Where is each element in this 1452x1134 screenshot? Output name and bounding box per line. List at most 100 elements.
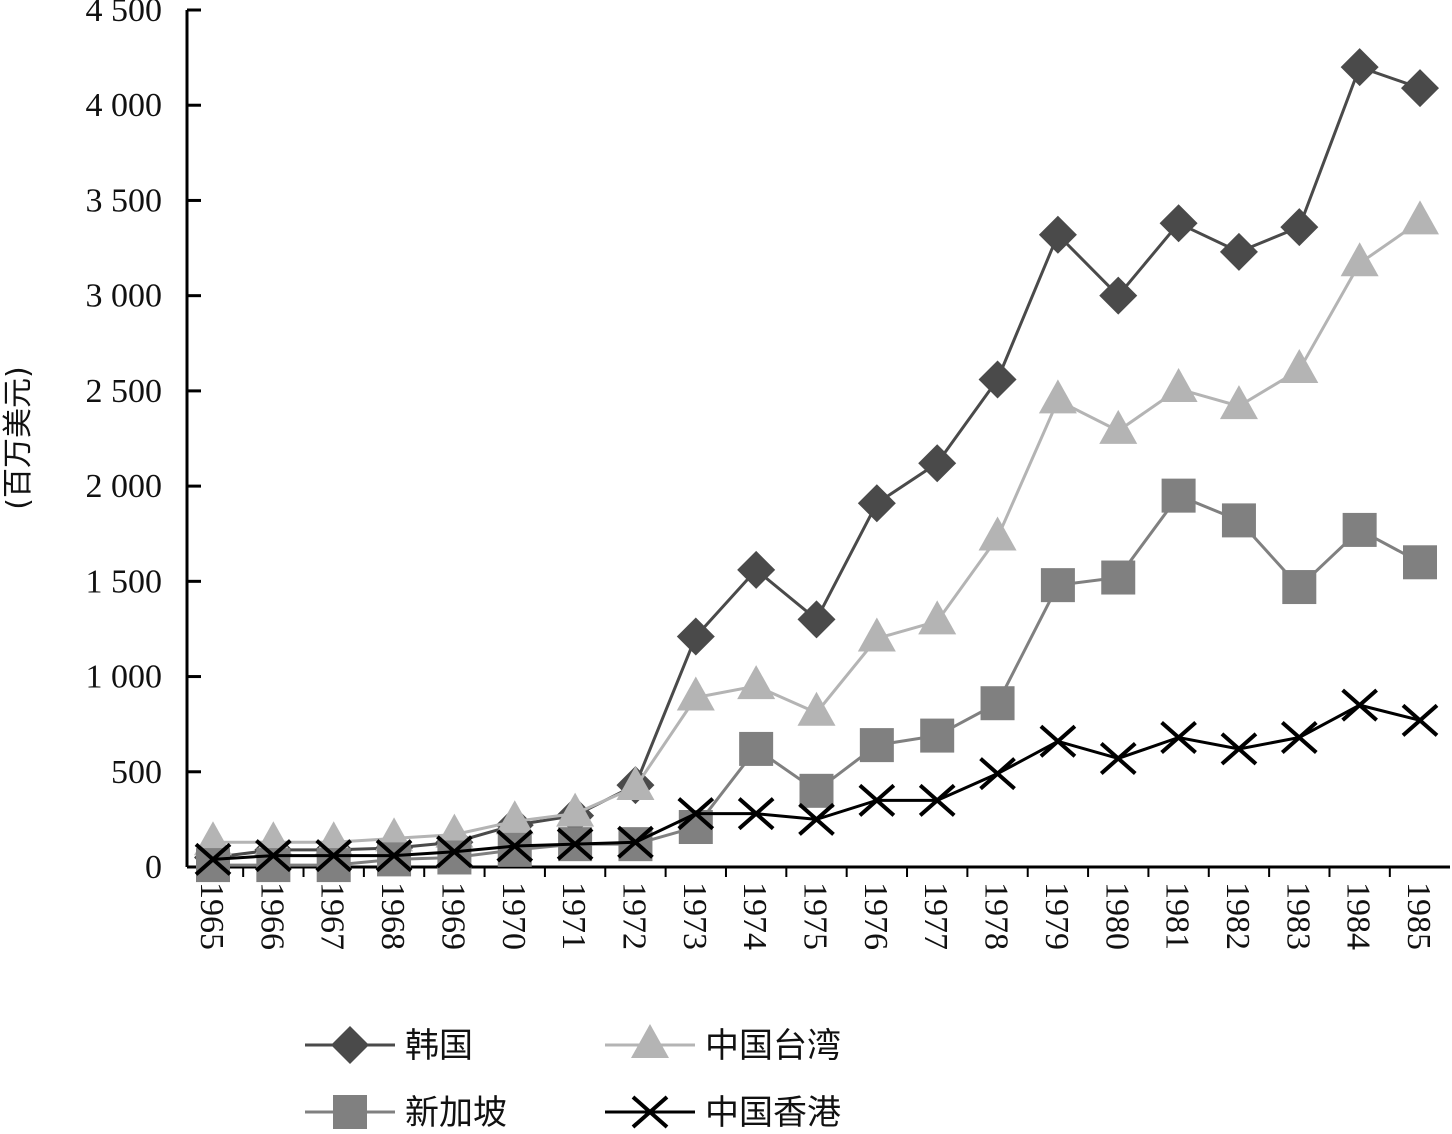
x-marker-stroke bbox=[631, 1095, 669, 1129]
x-tick-label: 1985 bbox=[1400, 882, 1437, 950]
data-point-triangle bbox=[1340, 242, 1379, 277]
data-point-triangle bbox=[797, 691, 836, 726]
data-point-x bbox=[858, 783, 896, 817]
x-tick-label: 1979 bbox=[1038, 882, 1075, 950]
data-point-triangle bbox=[495, 800, 534, 835]
data-point-x bbox=[677, 797, 715, 831]
data-point-square bbox=[859, 728, 894, 763]
y-tick-label: 3 500 bbox=[86, 182, 163, 219]
data-point-diamond bbox=[1159, 204, 1198, 243]
x-marker-stroke bbox=[677, 797, 715, 831]
x-tick-label: 1982 bbox=[1219, 882, 1256, 950]
data-point-triangle bbox=[435, 813, 474, 848]
legend-label: 韩国 bbox=[405, 1026, 473, 1066]
data-point-diamond bbox=[331, 1026, 369, 1064]
x-marker-stroke bbox=[436, 835, 473, 869]
data-point-x bbox=[918, 783, 956, 817]
x-tick-label: 1974 bbox=[736, 882, 773, 950]
series-2 bbox=[194, 200, 1439, 856]
y-axis-label: (百万美元) bbox=[1, 366, 36, 509]
data-point-x bbox=[1160, 720, 1197, 754]
data-point-square bbox=[437, 840, 472, 875]
y-tick-label: 2 500 bbox=[86, 373, 163, 410]
data-point-square bbox=[333, 1095, 367, 1129]
data-point-triangle bbox=[1038, 379, 1077, 414]
data-point-x bbox=[375, 839, 413, 873]
x-marker-stroke bbox=[556, 827, 594, 861]
data-point-diamond bbox=[737, 550, 776, 589]
data-point-diamond bbox=[1401, 69, 1439, 108]
data-point-x bbox=[315, 839, 353, 873]
data-point-triangle bbox=[1099, 409, 1138, 444]
x-tick-label: 1968 bbox=[374, 882, 411, 950]
data-point-x bbox=[1220, 732, 1258, 766]
x-tick-label: 1972 bbox=[615, 882, 652, 950]
x-tick-label: 1966 bbox=[253, 882, 290, 950]
x-tick-label: 1980 bbox=[1098, 882, 1135, 950]
data-point-x bbox=[617, 825, 654, 859]
x-marker-stroke bbox=[858, 783, 896, 817]
x-tick-label: 1973 bbox=[676, 882, 713, 950]
series-4 bbox=[194, 688, 1439, 876]
data-point-x bbox=[556, 827, 594, 861]
x-tick-label: 1984 bbox=[1340, 882, 1377, 950]
data-point-square bbox=[1282, 570, 1317, 605]
data-point-x bbox=[1099, 741, 1137, 775]
y-tick-label: 500 bbox=[111, 754, 162, 791]
data-point-triangle bbox=[631, 1024, 669, 1058]
data-point-square bbox=[799, 773, 834, 808]
data-point-triangle bbox=[676, 676, 715, 711]
data-point-diamond bbox=[978, 360, 1017, 399]
legend-label: 中国香港 bbox=[705, 1093, 841, 1133]
data-point-diamond bbox=[676, 617, 715, 656]
data-point-square bbox=[1040, 568, 1075, 603]
x-marker-stroke bbox=[1160, 720, 1197, 754]
series-line bbox=[212, 65, 1421, 859]
x-tick-label: 1983 bbox=[1279, 882, 1316, 950]
data-point-x bbox=[255, 839, 292, 873]
x-tick-label: 1978 bbox=[978, 882, 1015, 950]
data-point-triangle bbox=[1280, 348, 1319, 383]
axes bbox=[185, 10, 1450, 869]
y-tick-label: 2 000 bbox=[86, 468, 163, 505]
data-point-x bbox=[1401, 703, 1439, 737]
data-point-square bbox=[1342, 512, 1377, 547]
data-point-triangle bbox=[194, 821, 232, 856]
x-tick-label: 1977 bbox=[917, 882, 954, 950]
data-point-diamond bbox=[1038, 215, 1077, 254]
data-point-diamond bbox=[1340, 48, 1379, 87]
x-marker-stroke bbox=[1401, 703, 1439, 737]
data-point-triangle bbox=[857, 617, 896, 652]
data-point-x bbox=[1039, 724, 1077, 758]
y-tick-label: 1 000 bbox=[86, 659, 163, 696]
data-point-x bbox=[496, 829, 534, 863]
x-marker-stroke bbox=[194, 842, 232, 876]
y-tick-label: 4 500 bbox=[86, 0, 163, 29]
series-group bbox=[194, 48, 1439, 883]
data-point-diamond bbox=[797, 600, 836, 639]
legend-item-3: 新加坡 bbox=[305, 1093, 507, 1133]
y-tick-label: 1 500 bbox=[86, 563, 163, 600]
legend-label: 中国台湾 bbox=[705, 1026, 841, 1066]
data-point-diamond bbox=[857, 484, 896, 523]
x-marker-stroke bbox=[1099, 741, 1137, 775]
y-axis-ticks: 0 500 1 000 1 500 2 000 2 500 3 000 3 500 4 000 4… bbox=[86, 0, 201, 886]
x-tick-label: 1971 bbox=[555, 882, 592, 950]
data-point-x bbox=[631, 1095, 669, 1129]
series-line bbox=[213, 493, 1421, 867]
x-tick-label: 1967 bbox=[314, 882, 351, 950]
x-marker-stroke bbox=[918, 783, 956, 817]
data-point-triangle bbox=[737, 665, 776, 700]
legend-item-2: 中国台湾 bbox=[605, 1024, 841, 1066]
x-marker-stroke bbox=[1341, 688, 1378, 722]
x-marker-stroke bbox=[1220, 732, 1258, 766]
data-point-x bbox=[194, 842, 232, 876]
data-point-triangle bbox=[1159, 367, 1198, 402]
y-tick-label: 4 000 bbox=[86, 87, 163, 124]
data-point-diamond bbox=[1099, 276, 1138, 315]
data-point-diamond bbox=[1280, 208, 1319, 247]
data-point-triangle bbox=[918, 600, 957, 635]
data-point-x bbox=[737, 797, 775, 831]
data-point-square bbox=[1403, 545, 1437, 580]
x-marker-stroke bbox=[315, 839, 353, 873]
